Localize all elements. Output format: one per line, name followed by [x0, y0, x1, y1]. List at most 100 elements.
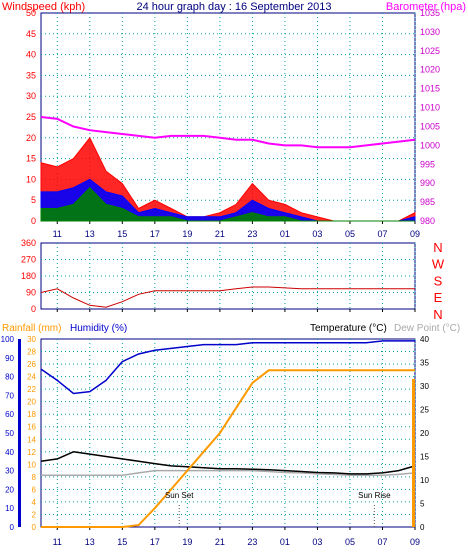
sun-annotation: Sun Rise — [358, 491, 391, 500]
p1-xtick-label: 11 — [53, 229, 62, 239]
wind-barometer-panel: 0510152025303540455098098599099510001005… — [26, 8, 440, 239]
direction-tick-label: 270 — [21, 255, 36, 265]
p1-xtick-label: 01 — [280, 229, 290, 239]
humidity-tick-label: 0 — [10, 523, 15, 532]
humidity-tick-label: 60 — [5, 410, 14, 419]
p1-xtick-label: 21 — [215, 229, 225, 239]
windspeed-tick-label: 0 — [31, 216, 36, 226]
compass-label: E — [434, 290, 443, 305]
windspeed-tick-label: 30 — [26, 91, 36, 101]
windspeed-tick-label: 15 — [26, 154, 36, 164]
temperature-tick-label: 0 — [420, 523, 425, 532]
p3-xtick-label: 03 — [312, 537, 322, 547]
rainfall-tick-label: 4 — [32, 498, 37, 507]
windspeed-axis-title: Windspeed (kph) — [2, 1, 85, 13]
temperature-tick-label: 25 — [420, 406, 429, 415]
p3-xtick-label: 01 — [280, 537, 290, 547]
barometer-tick-label: 1035 — [420, 8, 440, 18]
p3-xtick-label: 13 — [85, 537, 95, 547]
p1-xtick-label: 05 — [345, 229, 355, 239]
rainfall-tick-label: 12 — [27, 448, 36, 457]
p1-xtick-label: 03 — [312, 229, 322, 239]
rainfall-tick-label: 8 — [32, 473, 37, 482]
rainfall-tick-label: 0 — [32, 523, 37, 532]
temperature-tick-label: 5 — [420, 500, 425, 509]
p3-xtick-label: 11 — [53, 537, 62, 547]
direction-tick-label: 90 — [26, 288, 36, 298]
rainfall-tick-label: 14 — [27, 435, 36, 444]
p3-xtick-label: 15 — [117, 537, 127, 547]
humidity-line — [40, 340, 415, 395]
p1-xtick-label: 19 — [182, 229, 192, 239]
compass-label: W — [432, 257, 445, 272]
temperature-line — [40, 451, 416, 475]
rainfall-axis-title: Rainfall (mm) — [2, 323, 61, 334]
wind-avg-series — [40, 186, 415, 222]
windspeed-tick-label: 50 — [26, 8, 36, 18]
p3-xtick-label: 07 — [377, 537, 387, 547]
barometer-axis-title: Barometer (hpa) — [386, 1, 466, 13]
barometer-tick-label: 1015 — [420, 84, 440, 94]
barometer-tick-label: 1020 — [420, 65, 440, 75]
rainfall-tick-label: 18 — [27, 410, 36, 419]
barometer-line — [40, 116, 416, 149]
compass-label: N — [433, 307, 442, 322]
direction-tick-label: 180 — [21, 271, 36, 281]
temperature-tick-label: 35 — [420, 359, 429, 368]
p1-xtick-label: 07 — [377, 229, 387, 239]
barometer-tick-label: 1010 — [420, 103, 440, 113]
rainfall-tick-label: 10 — [27, 460, 36, 469]
humidity-tick-label: 80 — [5, 373, 14, 382]
rainfall-tick-label: 20 — [27, 398, 36, 407]
rainfall-tick-label: 6 — [32, 485, 37, 494]
humidity-tick-label: 50 — [5, 429, 14, 438]
graph-title: 24 hour graph day : 16 September 2013 — [136, 1, 331, 13]
sun-annotation: Sun Set — [165, 491, 194, 500]
p3-xtick-label: 17 — [150, 537, 160, 547]
p1-xtick-label: 17 — [150, 229, 160, 239]
windspeed-tick-label: 45 — [26, 29, 36, 39]
humidity-tick-label: 70 — [5, 391, 14, 400]
humidity-axis-title: Humidity (%) — [70, 323, 127, 334]
rainfall-axis-bar — [412, 379, 415, 527]
direction-tick-label: 0 — [31, 304, 36, 314]
rainfall-tick-label: 28 — [27, 348, 36, 357]
dewpoint-axis-title: Dew Point (°C) — [394, 323, 460, 334]
barometer-tick-label: 995 — [420, 159, 435, 169]
p1-xtick-label: 23 — [247, 229, 257, 239]
barometer-tick-label: 990 — [420, 178, 435, 188]
humidity-tick-label: 90 — [5, 354, 14, 363]
rainfall-tick-label: 30 — [27, 335, 36, 344]
rainfall-tick-label: 16 — [27, 423, 36, 432]
barometer-tick-label: 980 — [420, 216, 435, 226]
humidity-tick-label: 30 — [5, 467, 14, 476]
p1-xtick-label: 13 — [85, 229, 95, 239]
rainfall-tick-label: 2 — [32, 510, 37, 519]
humidity-tick-label: 20 — [5, 485, 14, 494]
humidity-tick-label: 40 — [5, 448, 14, 457]
compass-label: N — [433, 240, 442, 255]
rainfall-tick-label: 24 — [27, 373, 36, 382]
humidity-tick-label: 10 — [5, 504, 14, 513]
dewpoint-line — [41, 469, 416, 477]
compass-label: S — [434, 273, 443, 288]
p3-xtick-label: 23 — [247, 537, 257, 547]
barometer-tick-label: 1030 — [420, 27, 440, 37]
rainfall-tick-label: 26 — [27, 360, 36, 369]
windspeed-tick-label: 20 — [26, 133, 36, 143]
rainfall-tick-label: 22 — [27, 385, 36, 394]
p3-xtick-label: 19 — [182, 537, 192, 547]
windspeed-tick-label: 25 — [26, 112, 36, 122]
p1-xtick-label: 09 — [410, 229, 420, 239]
p3-xtick-label: 21 — [215, 537, 225, 547]
windspeed-tick-label: 10 — [26, 174, 36, 184]
temperature-axis-title: Temperature (°C) — [310, 323, 387, 334]
windspeed-tick-label: 40 — [26, 50, 36, 60]
windspeed-tick-label: 35 — [26, 70, 36, 80]
barometer-tick-label: 1000 — [420, 140, 440, 150]
temperature-tick-label: 20 — [420, 429, 429, 438]
barometer-tick-label: 985 — [420, 197, 435, 207]
temperature-tick-label: 10 — [420, 476, 429, 485]
windspeed-tick-label: 5 — [31, 195, 36, 205]
